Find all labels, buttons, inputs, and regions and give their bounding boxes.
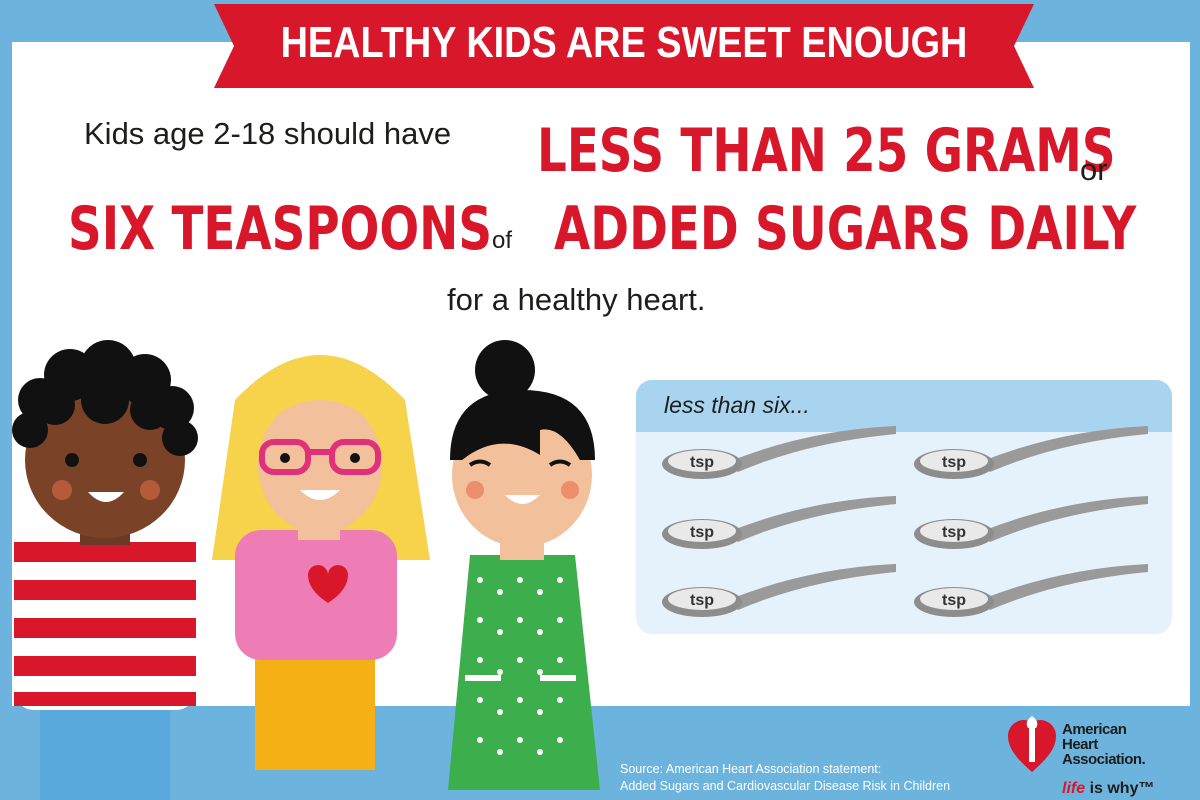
kids-illustration — [12, 340, 600, 800]
headline-red-2a-wrap: SIX TEASPOONS — [68, 194, 612, 264]
tsp-label: tsp — [690, 592, 714, 609]
source-line-2: Added Sugars and Cardiovascular Disease … — [620, 779, 951, 793]
headline-intro: Kids age 2-18 should have — [84, 116, 452, 151]
headline-or: or — [1080, 152, 1108, 187]
spoon-panel-header — [636, 380, 1172, 432]
banner-ribbon — [214, 4, 1034, 88]
spoon-panel-label: less than six... — [664, 392, 810, 418]
aha-logo-line-2: Heart — [1062, 736, 1098, 753]
headline-red-1-wrap: LESS THAN 25 GRAMS — [537, 116, 1200, 186]
black-hair-girl-figure — [448, 340, 600, 790]
headline-line-1: Kids age 2-18 should have — [84, 116, 451, 152]
aha-tagline: life is why™ — [1062, 780, 1154, 798]
spoon-icon — [662, 426, 896, 479]
aha-logo-line-1: American — [1062, 721, 1127, 738]
banner-title: HEALTHY KIDS ARE SWEET ENOUGH — [280, 18, 968, 67]
spoon-icon — [914, 426, 1148, 479]
tagline-is-why: is why™ — [1085, 780, 1155, 797]
spoon-icon — [914, 496, 1148, 549]
source-citation: Source: American Heart Association state… — [620, 761, 950, 795]
spoon-panel: less than six... tsp tsp tsp tsp — [636, 380, 1172, 634]
headline-teaspoons: SIX TEASPOONS — [68, 194, 493, 264]
aha-logo-line-3: Association. — [1062, 751, 1146, 768]
headline-healthy-heart: for a healthy heart. — [447, 282, 706, 317]
headline-of: of — [492, 227, 513, 254]
spoon-icon — [662, 496, 896, 549]
headline-added-sugars: ADDED SUGARS DAILY — [554, 194, 1137, 264]
floor-strip — [0, 706, 1200, 800]
aha-logo-text: American Heart Association. — [1062, 721, 1146, 768]
tagline-life: life — [1062, 780, 1086, 797]
tsp-label: tsp — [942, 592, 966, 609]
heart-torch-icon — [1008, 716, 1056, 772]
headline-grams: LESS THAN 25 GRAMS — [537, 116, 1116, 186]
tsp-label: tsp — [690, 524, 714, 541]
tsp-label: tsp — [690, 454, 714, 471]
tsp-label: tsp — [942, 454, 966, 471]
spoon-icon — [914, 564, 1148, 617]
blond-girl-figure — [212, 355, 430, 770]
headline-red-2b-wrap: ADDED SUGARS DAILY — [554, 194, 1200, 264]
spoon-icon — [662, 564, 896, 617]
boy-figure — [12, 340, 198, 800]
tsp-label: tsp — [942, 524, 966, 541]
source-line-1: Source: American Heart Association state… — [620, 762, 882, 776]
